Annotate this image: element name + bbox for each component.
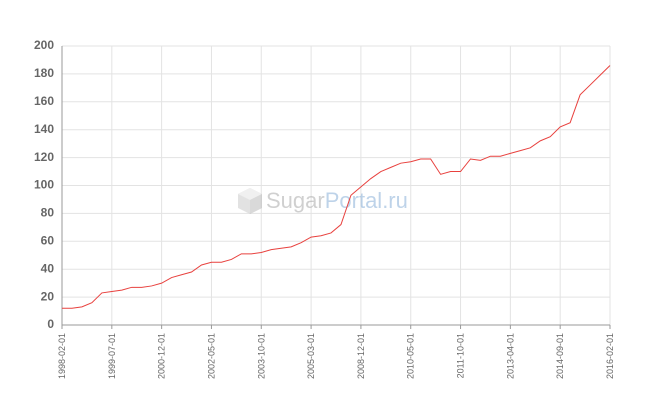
x-tick-label: 2000-12-01 xyxy=(157,333,167,379)
x-tick-label: 2010-05-01 xyxy=(406,333,416,379)
watermark: SugarPortal.ru xyxy=(238,188,408,214)
y-tick-label: 120 xyxy=(34,150,54,164)
y-tick-label: 140 xyxy=(34,122,54,136)
x-tick-label: 2005-03-01 xyxy=(306,333,316,379)
y-tick-label: 200 xyxy=(34,38,54,52)
x-tick-label: 1998-02-01 xyxy=(57,333,67,379)
y-tick-label: 160 xyxy=(34,94,54,108)
x-tick-label: 2016-02-01 xyxy=(605,333,615,379)
y-tick-label: 20 xyxy=(41,289,55,303)
y-tick-label: 100 xyxy=(34,178,54,192)
data-line xyxy=(62,65,611,309)
x-tick-label: 2014-09-01 xyxy=(555,333,565,379)
y-tick-label: 0 xyxy=(47,317,54,331)
x-tick-label: 1999-07-01 xyxy=(107,333,117,379)
y-tick-label: 60 xyxy=(41,233,55,247)
watermark-part: Portal.ru xyxy=(325,188,408,213)
watermark-icon xyxy=(238,188,262,214)
y-tick-label: 40 xyxy=(41,261,55,275)
x-tick-label: 2013-04-01 xyxy=(505,333,515,379)
watermark-part: Sugar xyxy=(266,188,325,213)
y-tick-label: 180 xyxy=(34,66,54,80)
x-tick-label: 2002-05-01 xyxy=(206,333,216,379)
y-tick-label: 80 xyxy=(41,206,55,220)
x-tick-label: 2008-12-01 xyxy=(356,333,366,379)
x-tick-label: 2011-10-01 xyxy=(456,333,466,378)
x-tick-label: 2003-10-01 xyxy=(256,333,266,379)
watermark-text: SugarPortal.ru xyxy=(266,188,408,213)
